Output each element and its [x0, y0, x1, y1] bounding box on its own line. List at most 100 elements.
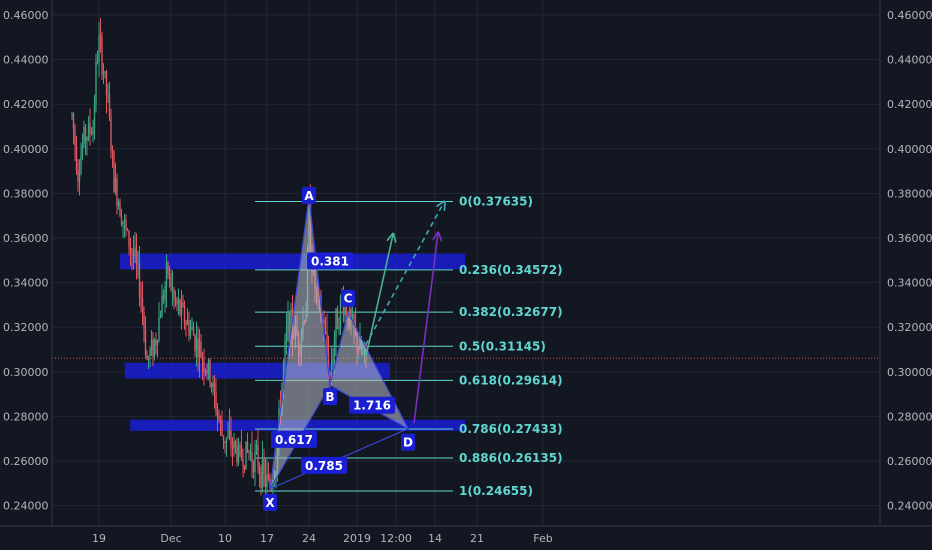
candle-body [132, 253, 135, 256]
candle-body [159, 317, 162, 319]
candle-body [125, 219, 127, 230]
candle-body [153, 339, 156, 357]
candle-body [122, 221, 124, 225]
candle-body [195, 338, 198, 352]
price-tick-right: 0.34000 [887, 277, 932, 290]
candle-body [350, 308, 352, 318]
candle-body [254, 450, 256, 473]
candle-body [78, 172, 81, 182]
time-tick: 14 [428, 532, 442, 545]
candle-body [77, 170, 79, 182]
ratio-label-bg [307, 252, 353, 270]
price-tick-left: 0.46000 [3, 9, 49, 22]
candle-body [188, 319, 190, 336]
candle-body [185, 324, 187, 326]
ratio-label-bg [301, 456, 347, 474]
candle-body [182, 302, 184, 307]
pattern-point-labels: X A B C D [263, 186, 415, 511]
candle-body [90, 133, 93, 135]
candle-body [240, 446, 243, 459]
candle-body [141, 297, 144, 313]
price-tick-left: 0.40000 [3, 143, 49, 156]
candle-body [218, 414, 220, 420]
candle-body [71, 113, 73, 116]
candle-body [186, 319, 189, 325]
candle-body [128, 230, 130, 247]
candle-body [99, 35, 102, 38]
candle-body [197, 338, 199, 358]
fib-level-label: 0.236(0.34572) [459, 263, 563, 277]
candle-body [80, 155, 82, 173]
price-tick-right: 0.24000 [887, 500, 932, 513]
candle-body [290, 309, 292, 344]
candle-body [344, 307, 346, 316]
candle-body [270, 488, 273, 490]
pattern-point-label: A [304, 189, 314, 203]
price-tick-left: 0.42000 [3, 98, 49, 111]
candle-body [267, 474, 270, 480]
candle-body [335, 308, 337, 339]
candle-body [233, 441, 235, 449]
candle-body [207, 359, 210, 374]
fib-level-label: 0(0.37635) [459, 195, 533, 209]
candle-body [168, 273, 171, 275]
candle-body [224, 441, 226, 444]
price-tick-left: 0.38000 [3, 187, 49, 200]
price-axis-left[interactable]: 0.46000 0.44000 0.42000 0.40000 0.38000 0.360… [3, 0, 53, 526]
price-tick-right: 0.28000 [887, 410, 932, 423]
candle-body [170, 273, 172, 290]
candle-body [257, 445, 259, 468]
pattern-point-bg [341, 289, 355, 307]
candle-body [201, 357, 204, 362]
candle-body [230, 430, 232, 446]
candle-body [272, 483, 274, 489]
candle-body [285, 330, 288, 341]
price-tick-right: 0.44000 [887, 54, 932, 67]
price-tick-left: 0.44000 [3, 54, 49, 67]
candle-body [117, 201, 120, 206]
candle-body [206, 369, 208, 374]
candle-body [179, 299, 181, 315]
candle-body [131, 250, 133, 254]
time-tick: 17 [260, 532, 274, 545]
price-tick-right: 0.38000 [887, 187, 932, 200]
candle-body [75, 145, 78, 171]
pattern-point-bg [401, 433, 415, 451]
candle-body [204, 369, 207, 373]
candle-body [239, 445, 241, 447]
candle-body [327, 351, 330, 374]
candle-body [282, 363, 285, 384]
fib-level-label: 0.382(0.32677) [459, 305, 563, 319]
price-tick-right: 0.32000 [887, 321, 932, 334]
candle-body [215, 391, 217, 413]
candle-body [171, 288, 174, 290]
candle-body [110, 117, 112, 150]
ratio-label: 0.617 [275, 433, 313, 447]
time-tick: 21 [470, 532, 484, 545]
pattern-ab-line [308, 197, 331, 386]
candle-body [209, 359, 211, 384]
candle-body [200, 341, 202, 358]
candle-body [126, 229, 129, 231]
projection-arrows [356, 202, 444, 424]
candle-body [177, 299, 180, 304]
zone-rect [120, 253, 465, 270]
price-axis-right[interactable]: 0.46000 0.44000 0.42000 0.40000 0.38000 0.360… [879, 0, 932, 526]
price-tick-left: 0.36000 [3, 232, 49, 245]
candle-body [173, 288, 175, 299]
candle-body [243, 465, 246, 470]
price-tick-left: 0.28000 [3, 410, 49, 423]
ratio-label: 0.785 [305, 459, 343, 473]
candle-body [102, 73, 105, 75]
time-axis[interactable]: 19 Dec 10 17 24 2019 12:00 14 21 Feb [92, 532, 553, 545]
candle-body [105, 71, 108, 95]
candle-body [242, 458, 244, 466]
ratio-label: 0.381 [311, 254, 349, 268]
candle-body [213, 382, 216, 392]
pattern-xb-dashed [269, 384, 331, 490]
candle-body [149, 349, 151, 357]
candle-body [176, 299, 178, 304]
candle-body [189, 328, 192, 336]
